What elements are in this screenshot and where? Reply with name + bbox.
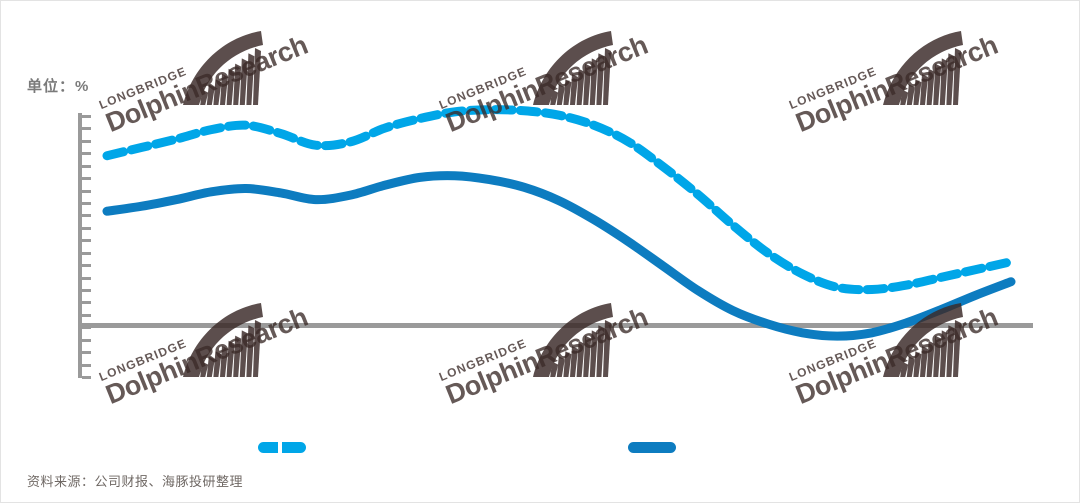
y-axis-tick [82,214,91,218]
y-axis-line [78,113,82,378]
y-axis-tick [82,127,91,131]
watermark-main-text: DolphinResearch [441,301,652,410]
y-axis-tick [82,152,91,156]
watermark-brand-text: LONGBRIDGE [97,64,189,112]
watermark-main-text: DolphinResearch [791,301,1002,410]
watermark: LONGBRIDGE DolphinResearch [787,19,1002,139]
y-axis-tick [82,239,91,243]
watermark: LONGBRIDGE DolphinResearch [437,19,652,139]
watermark-logo-icon [533,303,613,377]
watermark: LONGBRIDGE DolphinResearch [97,291,312,411]
y-axis-unit-label: 单位：% [27,78,90,95]
watermark-main-text: DolphinResearch [441,29,652,138]
legend-swatch-solid [628,441,676,453]
series-line-solid [102,171,1016,341]
y-axis-tick [82,115,91,118]
legend-item-dashed[interactable] [258,434,315,460]
series-line-dashed [102,105,1016,295]
watermark: LONGBRIDGE DolphinResearch [97,19,312,139]
watermark-logo-icon [883,31,963,105]
watermark-logo-icon [183,31,263,105]
y-axis-tick [82,139,91,143]
legend-item-solid[interactable] [628,434,685,460]
watermark-brand-text: LONGBRIDGE [437,64,529,112]
watermark-brand-text: LONGBRIDGE [437,336,529,384]
y-axis-tick [82,202,91,205]
zero-reference-line [78,323,1033,328]
y-axis-tick [82,251,91,255]
y-axis-tick [82,164,91,168]
watermark-brand-text: LONGBRIDGE [787,64,879,112]
watermark-logo-icon [883,303,963,377]
legend-swatch-dashed [258,441,306,453]
y-axis-tick [82,276,91,280]
watermark-main-text: DolphinResearch [791,29,1002,138]
source-note: 资料来源：公司财报、海豚投研整理 [27,474,244,489]
watermark-logo-icon [183,303,263,377]
watermark-brand-text: LONGBRIDGE [97,336,189,384]
y-axis-tick [82,189,91,193]
watermark-brand-text: LONGBRIDGE [787,336,879,384]
y-axis-tick [82,264,91,268]
watermark: LONGBRIDGE DolphinResearch [437,291,652,411]
y-axis-tick [82,313,91,317]
y-axis-tick [82,177,91,181]
watermark-main-text: DolphinResearch [101,29,312,138]
y-axis-tick [82,351,91,355]
y-axis-tick [82,376,91,379]
watermark-logo-icon [533,31,613,105]
watermark-main-text: DolphinResearch [101,301,312,410]
watermark: LONGBRIDGE DolphinResearch [787,291,1002,411]
y-axis-tick [82,289,91,292]
y-axis-tick [82,301,91,305]
y-axis-tick [82,338,91,342]
chart-legend [78,434,1033,460]
y-axis-tick [82,226,91,230]
y-axis-tick [82,363,91,367]
